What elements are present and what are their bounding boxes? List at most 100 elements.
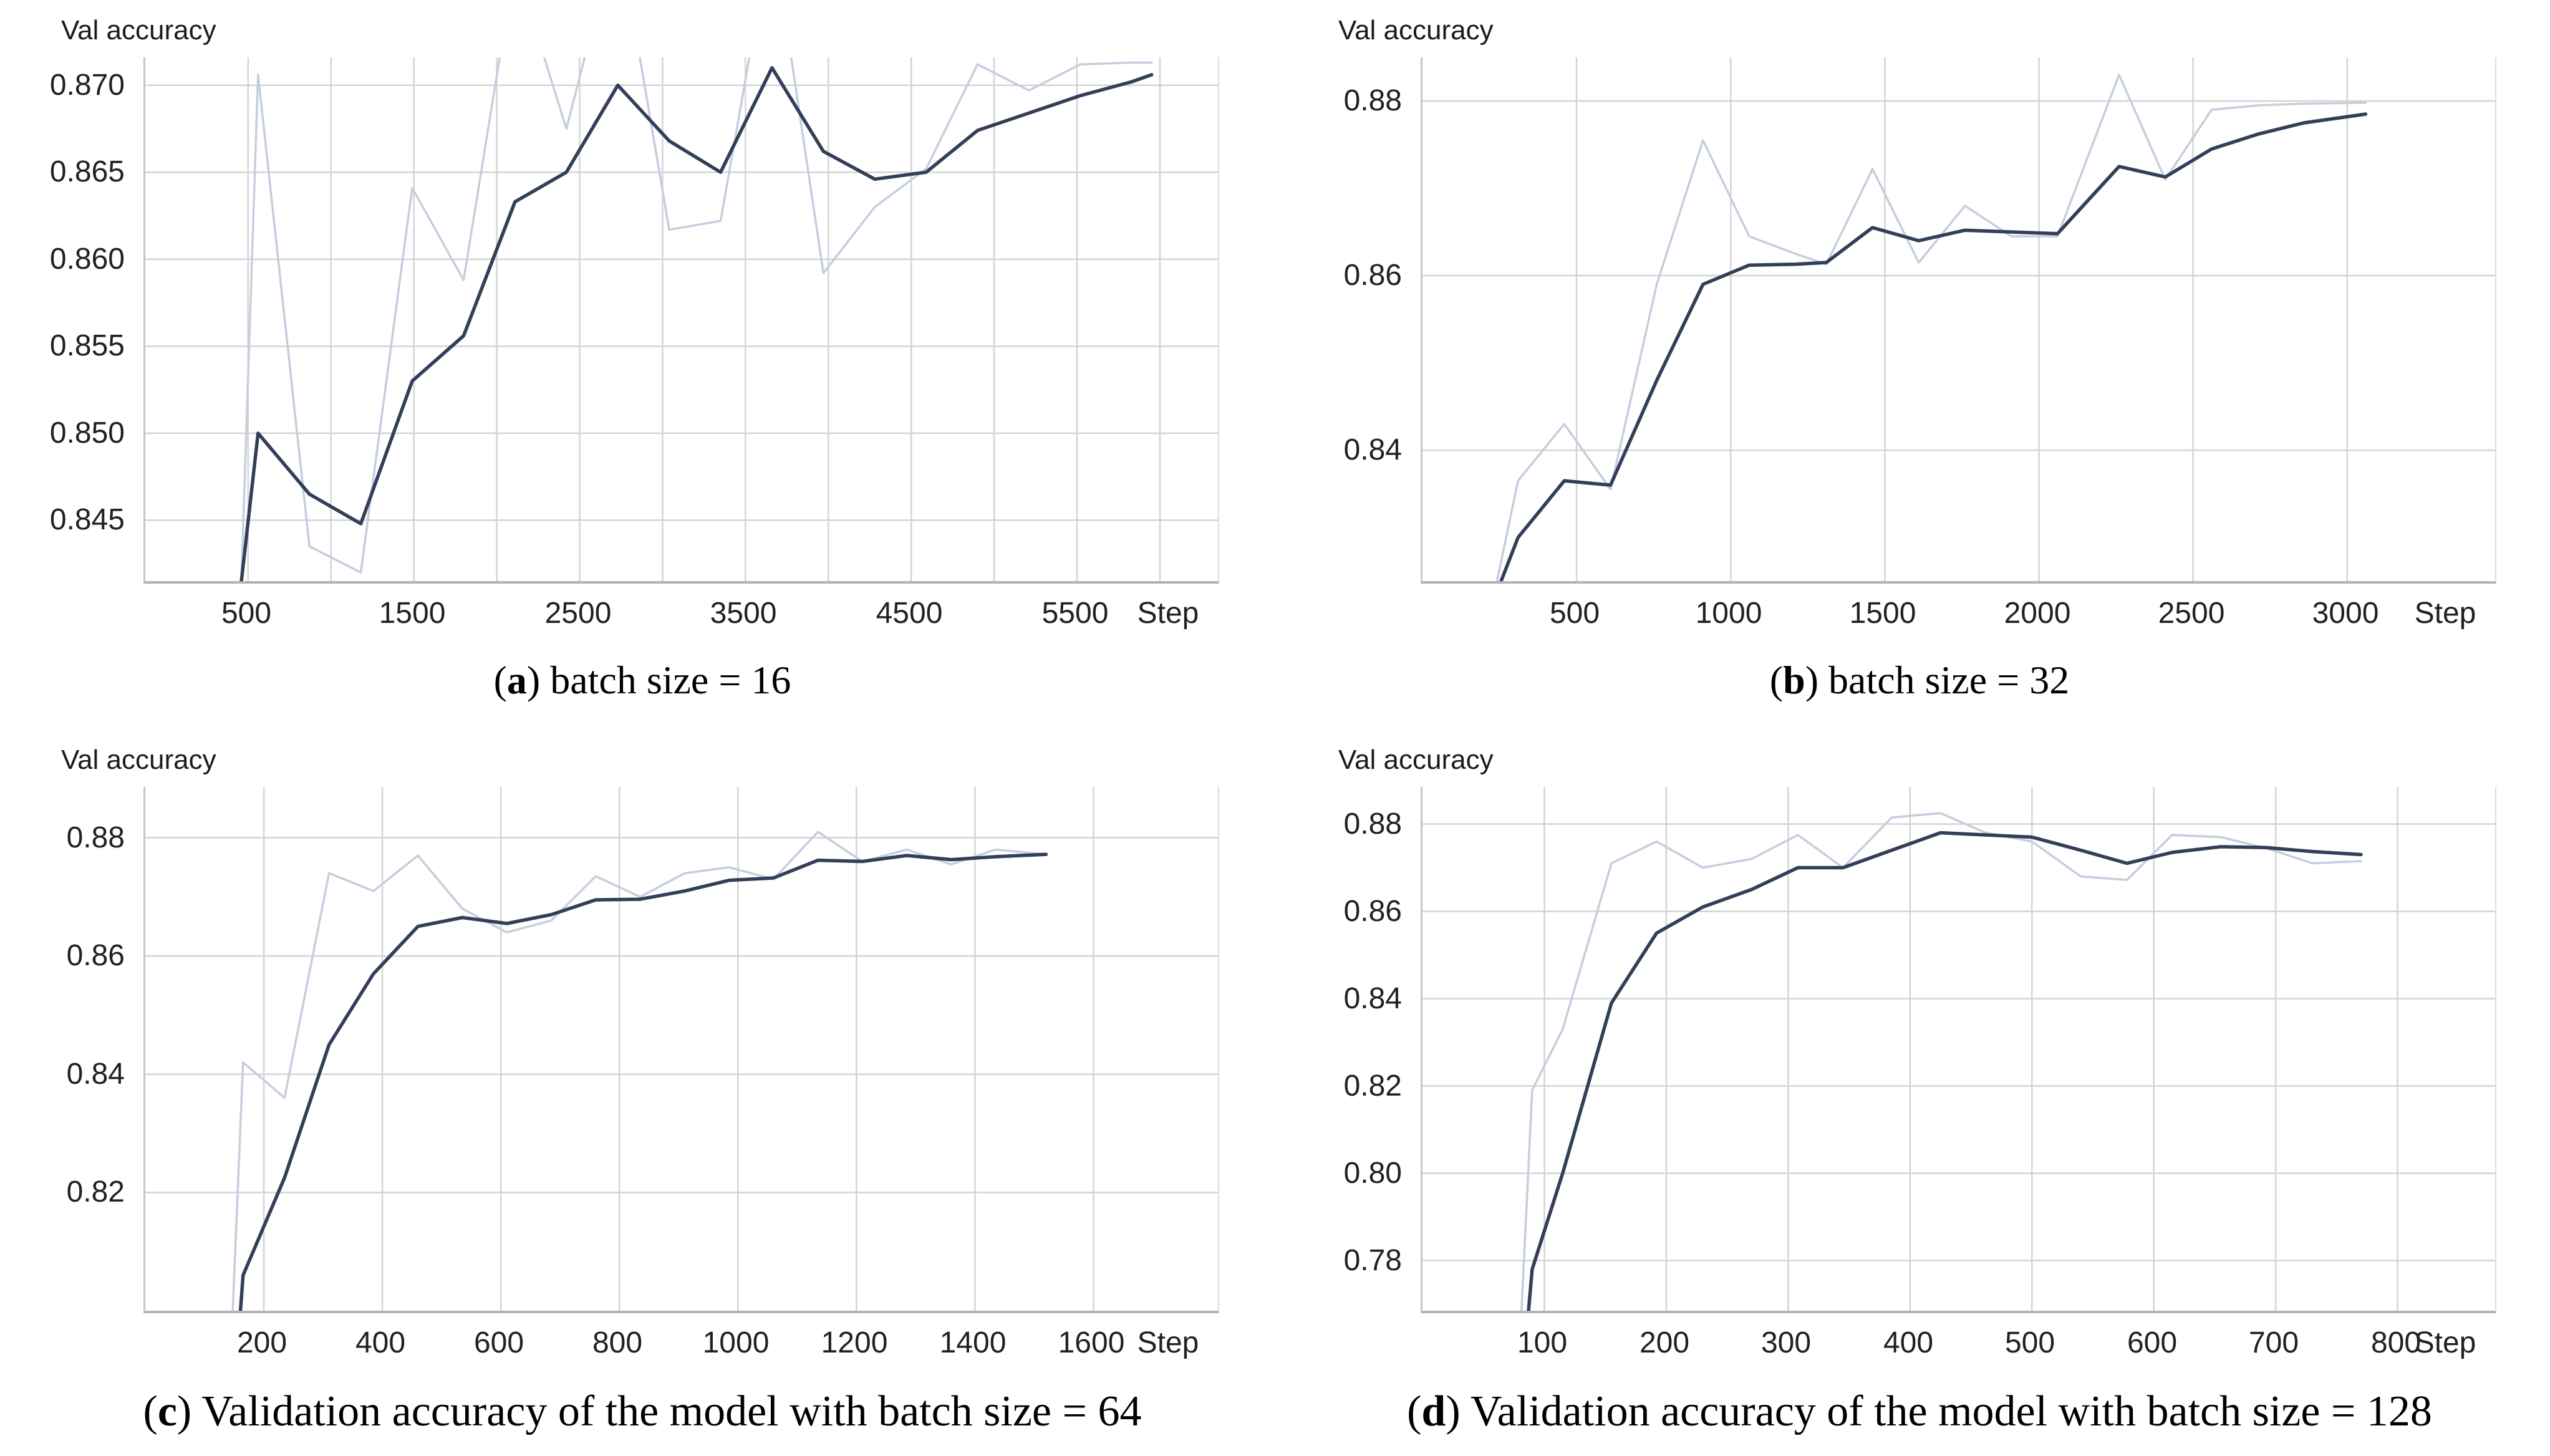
y-axis-tick-label: 0.855: [49, 329, 125, 363]
x-axis-tick-label: 700: [2248, 1326, 2299, 1359]
caption-letter: b: [1783, 658, 1805, 702]
y-axis-tick-label: 0.82: [1343, 1069, 1402, 1102]
y-axis-tick-label: 0.86: [66, 939, 125, 973]
caption-letter: d: [1421, 1387, 1446, 1435]
caption-paren-close: ): [526, 658, 551, 702]
x-axis-tick-label: 1000: [1695, 597, 1762, 630]
caption-text: Validation accuracy of the model with ba…: [1470, 1387, 2432, 1435]
y-axis-tick-label: 0.84: [1343, 433, 1402, 466]
x-axis-tick-label: 400: [1883, 1326, 1934, 1359]
x-axis-tick-label: 1000: [702, 1326, 770, 1359]
y-axis-title: Val accuracy: [61, 745, 216, 775]
plot-area: [143, 787, 1219, 1313]
subfigure-caption: (d) Validation accuracy of the model wit…: [1296, 1387, 2543, 1437]
subfigure-caption: (b) batch size = 32: [1296, 657, 2543, 703]
y-axis-title: Val accuracy: [1338, 15, 1494, 46]
chart-panel-b: Val accuracy 0.84 0.86 0.88 500 1000 1500 200…: [1296, 5, 2543, 725]
y-axis-tick-labels: 0.845 0.850 0.855 0.860 0.865 0.870: [19, 57, 135, 581]
y-axis-tick-label: 0.850: [49, 416, 125, 450]
x-axis-tick-label: 400: [355, 1326, 406, 1359]
series-line-smoothed: [1499, 112, 2368, 581]
x-axis-tick-label: 4500: [876, 597, 943, 630]
x-axis-tick-label: 2500: [544, 597, 612, 630]
x-axis-tick-labels: 100 200 300 400 500 600 700 800 Step: [1421, 1323, 2518, 1367]
caption-letter: c: [157, 1387, 177, 1435]
y-axis-tick-labels: 0.78 0.80 0.82 0.84 0.86 0.88: [1296, 787, 1412, 1311]
x-axis-tick-label: 5500: [1041, 597, 1109, 630]
x-axis-tick-label: 300: [1760, 1326, 1812, 1359]
x-axis-tick-label: 1600: [1058, 1326, 1125, 1359]
y-axis-tick-label: 0.870: [49, 68, 125, 102]
x-axis-tick-label: 600: [2127, 1326, 2178, 1359]
caption-letter: a: [506, 658, 527, 702]
x-axis-tick-label: 2500: [2158, 597, 2225, 630]
series-line-smoothed: [239, 65, 1154, 581]
subfigure-caption: (a) batch size = 16: [19, 657, 1266, 703]
x-axis-tick-label: 3000: [2312, 597, 2379, 630]
y-axis-tick-label: 0.865: [49, 155, 125, 189]
x-axis-tick-label: 800: [2370, 1326, 2422, 1359]
x-axis-tick-label: 200: [236, 1326, 287, 1359]
series-line-raw: [231, 831, 1048, 1311]
x-axis-step-label: Step: [1137, 1326, 1199, 1359]
x-axis-tick-labels: 200 400 600 800 1000 1200 1400 1600 Step: [143, 1323, 1241, 1367]
caption-paren-open: (: [143, 1387, 158, 1435]
caption-paren-open: (: [493, 658, 507, 702]
series-line-raw: [1520, 812, 2362, 1311]
series-line-smoothed: [238, 852, 1048, 1311]
y-axis-tick-label: 0.88: [66, 821, 125, 854]
chart-panel-a: Val accuracy 0.845 0.850 0.855 0.860 0.865 0.…: [19, 5, 1266, 725]
chart-canvas-b: [1422, 57, 2495, 581]
y-axis-title: Val accuracy: [61, 15, 216, 46]
chart-panel-d: Val accuracy 0.78 0.80 0.82 0.84 0.86 0.88 10…: [1296, 735, 2543, 1455]
series-line-raw: [1495, 74, 2367, 581]
chart-canvas-c: [145, 787, 1218, 1311]
x-axis-tick-label: 1400: [939, 1326, 1007, 1359]
subfigure-caption: (c) Validation accuracy of the model wit…: [19, 1387, 1266, 1437]
x-axis-step-label: Step: [2414, 1326, 2476, 1359]
y-axis-tick-label: 0.84: [1343, 981, 1402, 1015]
plot-area: [1421, 787, 2496, 1313]
y-axis-title: Val accuracy: [1338, 745, 1494, 775]
caption-paren-close: ): [176, 1387, 202, 1435]
x-axis-step-label: Step: [1137, 597, 1199, 630]
x-axis-tick-label: 2000: [2004, 597, 2071, 630]
plot-area: [1421, 57, 2496, 584]
y-axis-tick-label: 0.86: [1343, 894, 1402, 928]
x-axis-tick-label: 800: [592, 1326, 643, 1359]
x-axis-tick-label: 1200: [821, 1326, 888, 1359]
x-axis-tick-label: 1500: [1849, 597, 1916, 630]
y-axis-tick-label: 0.845: [49, 503, 125, 537]
x-axis-step-label: Step: [2414, 597, 2476, 630]
y-axis-tick-label: 0.88: [1343, 84, 1402, 117]
caption-paren-open: (: [1769, 658, 1784, 702]
x-axis-tick-label: 500: [221, 597, 272, 630]
x-axis-tick-label: 3500: [710, 597, 777, 630]
x-axis-tick-label: 500: [1549, 597, 1600, 630]
chart-canvas-a: [145, 57, 1218, 581]
series-line-raw: [240, 57, 1153, 581]
y-axis-tick-labels: 0.84 0.86 0.88: [1296, 57, 1412, 581]
x-axis-tick-labels: 500 1000 1500 2000 2500 3000 Step: [1421, 594, 2518, 637]
caption-paren-close: ): [1446, 1387, 1471, 1435]
caption-text: Validation accuracy of the model with ba…: [201, 1387, 1142, 1435]
y-axis-tick-label: 0.88: [1343, 807, 1402, 841]
x-axis-tick-label: 500: [2004, 1326, 2055, 1359]
caption-text: batch size = 32: [1828, 658, 2070, 702]
x-axis-tick-label: 200: [1639, 1326, 1690, 1359]
y-axis-tick-label: 0.78: [1343, 1243, 1402, 1277]
plot-area: [143, 57, 1219, 584]
y-axis-tick-label: 0.82: [66, 1175, 125, 1209]
y-axis-tick-label: 0.86: [1343, 259, 1402, 292]
caption-text: batch size = 16: [550, 658, 791, 702]
x-axis-tick-labels: 500 1500 2500 3500 4500 5500 Step: [143, 594, 1241, 637]
x-axis-tick-label: 1500: [379, 597, 446, 630]
caption-paren-open: (: [1407, 1387, 1422, 1435]
x-axis-tick-label: 100: [1517, 1326, 1568, 1359]
chart-canvas-d: [1422, 787, 2495, 1311]
y-axis-tick-labels: 0.82 0.84 0.86 0.88: [19, 787, 135, 1311]
y-axis-tick-label: 0.84: [66, 1057, 125, 1091]
chart-panel-c: Val accuracy 0.82 0.84 0.86 0.88 200 400 600 8…: [19, 735, 1266, 1455]
series-line-smoothed: [1527, 831, 2363, 1311]
